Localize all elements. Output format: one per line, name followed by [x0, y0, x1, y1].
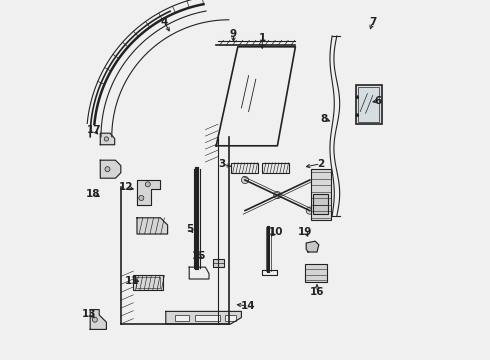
Text: 2: 2 [317, 159, 324, 169]
Text: 8: 8 [320, 114, 328, 124]
Circle shape [306, 207, 314, 214]
Polygon shape [100, 160, 121, 178]
Text: 4: 4 [160, 17, 168, 27]
Circle shape [139, 195, 144, 201]
Bar [305, 264, 327, 282]
Text: 7: 7 [369, 17, 376, 27]
Text: 13: 13 [82, 309, 97, 319]
Text: 17: 17 [87, 125, 101, 135]
FancyBboxPatch shape [231, 163, 258, 173]
Bar [356, 85, 382, 124]
Text: 15: 15 [192, 251, 206, 261]
Text: 19: 19 [298, 227, 313, 237]
Bar [311, 169, 331, 220]
Text: 18: 18 [86, 189, 100, 199]
Bar [225, 315, 236, 321]
Polygon shape [166, 311, 242, 324]
Bar [213, 259, 224, 267]
Text: 5: 5 [187, 224, 194, 234]
Polygon shape [306, 241, 319, 252]
Bar [314, 194, 328, 214]
Bar [133, 275, 163, 290]
Bar [195, 315, 220, 321]
Circle shape [92, 317, 98, 322]
FancyBboxPatch shape [262, 163, 289, 173]
Text: 12: 12 [119, 182, 133, 192]
Text: 11: 11 [124, 276, 139, 286]
Text: 3: 3 [218, 159, 225, 169]
Circle shape [105, 167, 110, 172]
Text: 1: 1 [259, 33, 266, 43]
Text: 10: 10 [269, 227, 283, 237]
Text: 9: 9 [230, 29, 237, 39]
Bar [358, 87, 379, 122]
Bar [136, 277, 160, 288]
Circle shape [356, 114, 359, 117]
Text: 6: 6 [374, 96, 382, 106]
Circle shape [104, 137, 109, 141]
Bar [175, 315, 189, 321]
Text: 16: 16 [310, 287, 324, 297]
Circle shape [356, 96, 359, 99]
Circle shape [274, 192, 281, 199]
Polygon shape [137, 218, 168, 234]
Circle shape [145, 182, 150, 187]
Polygon shape [137, 180, 160, 205]
Circle shape [242, 176, 248, 184]
Polygon shape [100, 133, 115, 145]
Text: 14: 14 [241, 301, 256, 311]
Polygon shape [90, 310, 106, 329]
